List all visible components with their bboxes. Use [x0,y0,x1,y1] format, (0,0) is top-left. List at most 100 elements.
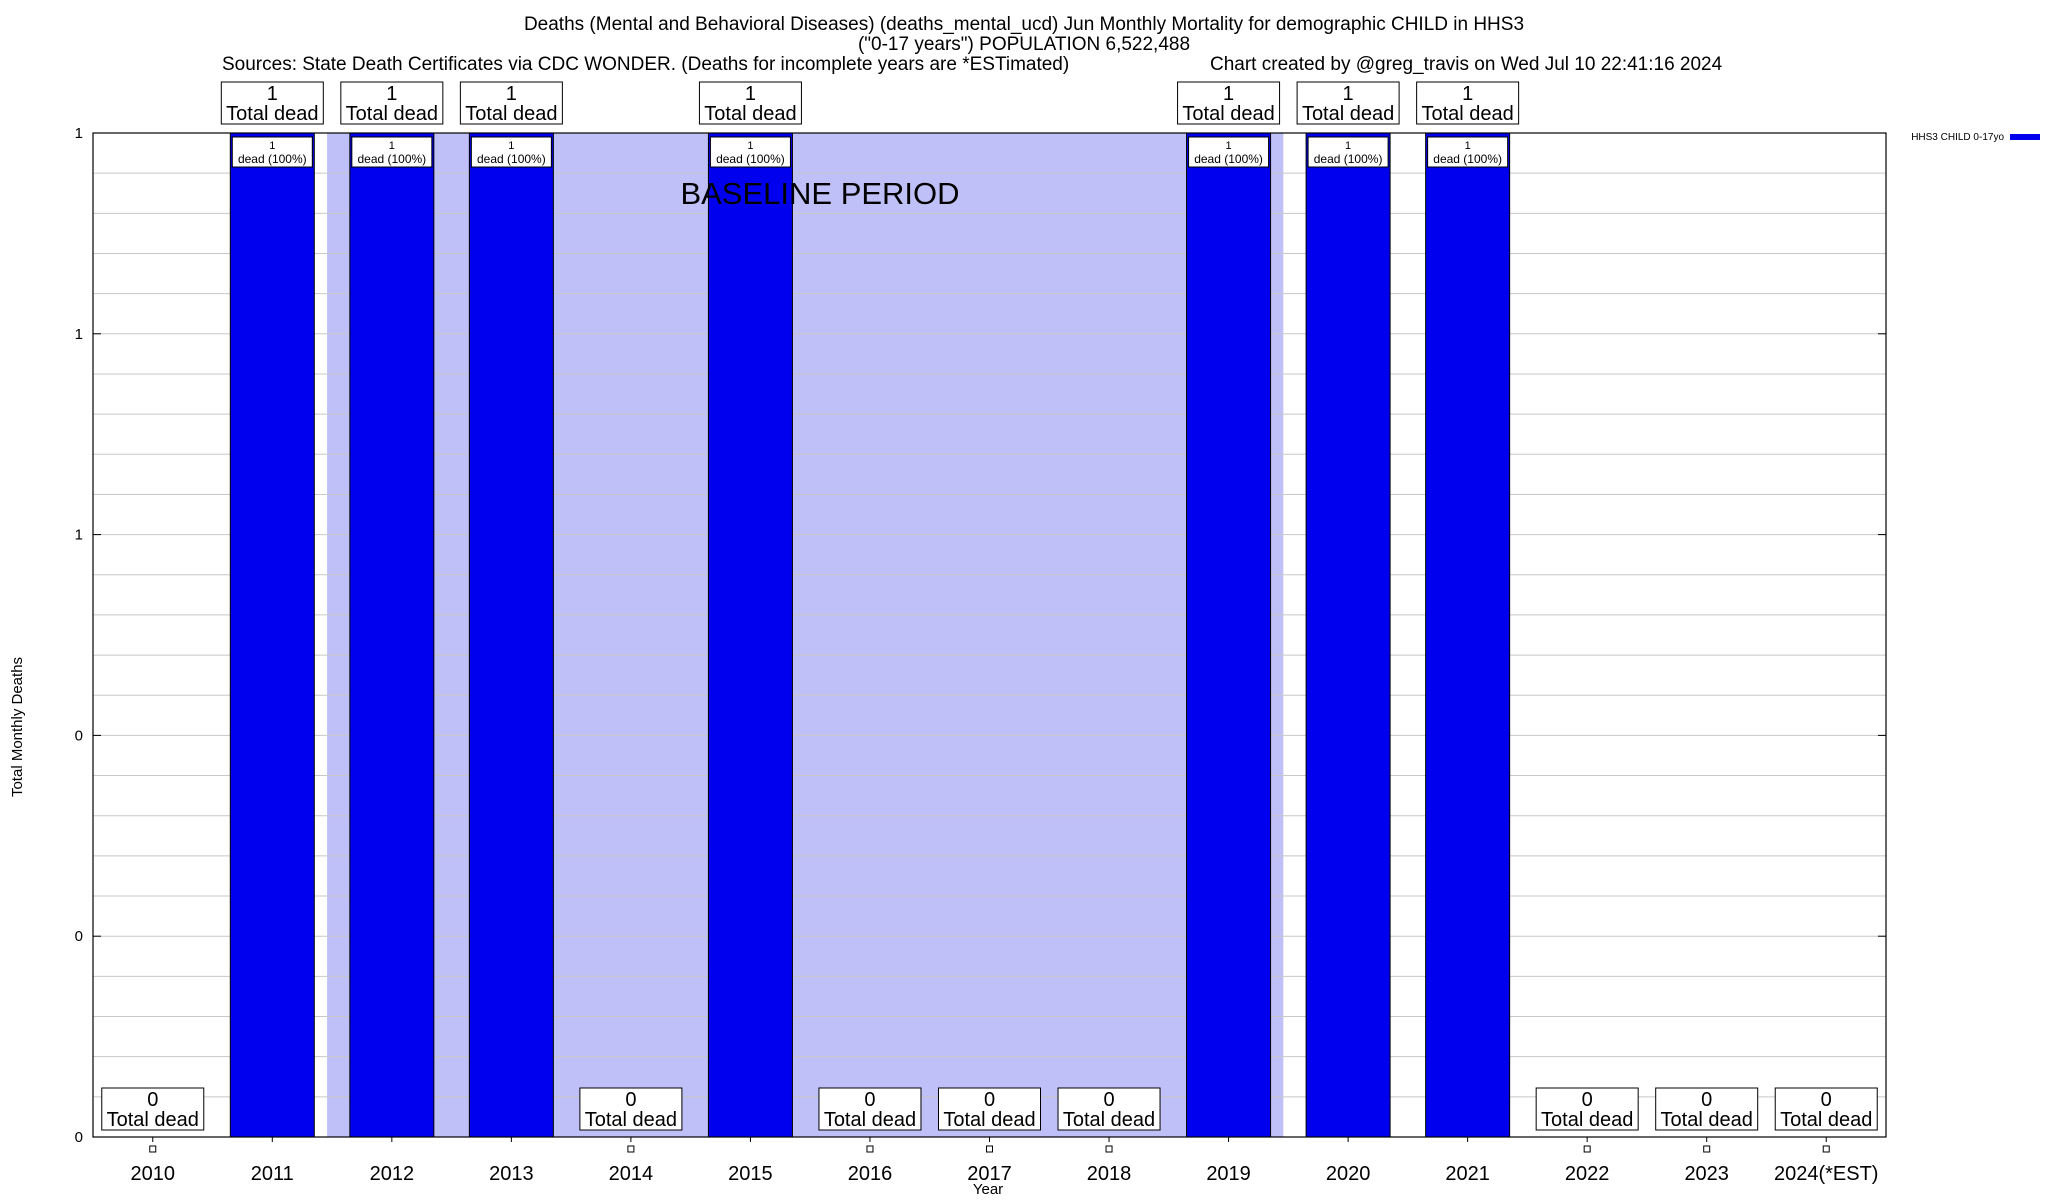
total-label-text: Total dead [1661,1109,1753,1131]
x-tick-label-2023: 2023 [1684,1163,1729,1185]
bar-2013 [468,132,554,1138]
x-tick-label-2022: 2022 [1565,1163,1610,1185]
total-label-count: 1 [506,83,517,105]
total-label-count: 0 [1821,1089,1832,1111]
total-label-text: Total dead [1182,103,1274,125]
total-label-text: Total dead [346,103,438,125]
x-tick-label-2015: 2015 [728,1163,773,1185]
zero-marker [1822,1145,1830,1153]
x-tick-label-2016: 2016 [848,1163,893,1185]
bar-2020 [1305,132,1391,1138]
total-label-box [1655,1087,1759,1131]
y-tick-label: 1 [75,125,83,142]
chart-title-line-1: Deaths (Mental and Behavioral Diseases) … [523,14,1525,35]
total-label-text: Total dead [1302,103,1394,125]
bar-label-text: dead (100%) [1314,152,1383,166]
legend-entry-label: HHS3 CHILD 0-17yo [1911,132,2004,143]
zero-marker [1105,1145,1113,1153]
bar-2011 [229,132,315,1138]
y-tick-label: 0 [75,928,83,945]
total-label-count: 0 [625,1089,636,1111]
x-tick-label-2010: 2010 [131,1163,176,1185]
total-label-count: 0 [1701,1089,1712,1111]
total-label-box [579,1087,683,1131]
bar-label-box [470,136,552,168]
zero-marker [1583,1145,1591,1153]
bar-label-box [1427,136,1509,168]
chart-subtitle-sources: Sources: State Death Certificates via CD… [222,54,1070,75]
total-label-count: 0 [864,1089,875,1111]
total-label-box [1535,1087,1639,1131]
total-label-text: Total dead [465,103,557,125]
total-label-count: 1 [267,83,278,105]
total-label-count: 0 [984,1089,995,1111]
x-tick-label-2019: 2019 [1206,1163,1251,1185]
y-tick-label: 1 [75,326,83,343]
bar-label-count: 1 [1226,140,1232,152]
bar-label-text: dead (100%) [357,152,426,166]
chart-legend: HHS3 CHILD 0-17yo [1911,132,2040,143]
total-label-count: 1 [386,83,397,105]
bar-label-count: 1 [747,140,753,152]
bar-label-text: dead (100%) [716,152,785,166]
total-label-count: 0 [1103,1089,1114,1111]
total-label-count: 0 [1582,1089,1593,1111]
x-tick-label-2012: 2012 [370,1163,415,1185]
y-tick-label: 0 [75,1129,83,1146]
bar-label-count: 1 [508,140,514,152]
zero-marker [866,1145,874,1153]
x-tick-label-2021: 2021 [1445,1163,1490,1185]
total-label-text: Total dead [943,1109,1035,1131]
total-label-text: Total dead [1541,1109,1633,1131]
total-label-count: 1 [1462,83,1473,105]
bar-label-text: dead (100%) [1433,152,1502,166]
total-label-text: Total dead [226,103,318,125]
total-label-box [938,1087,1041,1131]
total-label-box [1774,1087,1878,1131]
bar-label-count: 1 [389,140,395,152]
x-tick-label-2020: 2020 [1326,1163,1371,1185]
zero-marker [986,1145,993,1153]
y-tick-label: 0 [75,727,83,744]
total-label-box [220,81,324,125]
bar-label-box [1188,136,1270,168]
bar-2012 [349,132,435,1138]
total-label-box [101,1087,205,1131]
y-axis-label: Total Monthly Deaths [9,657,26,797]
x-tick-label-2011: 2011 [251,1163,294,1185]
chart-title-line-2: ("0-17 years") POPULATION 6,522,488 [857,34,1191,55]
x-tick-label-2017: 2017 [967,1163,1012,1185]
total-label-box [1177,81,1281,125]
chart-subtitle-credit: Chart created by @greg_travis on Wed Jul… [1210,54,1723,75]
x-tick-label-2014: 2014 [609,1163,654,1185]
bar-label-text: dead (100%) [1194,152,1263,166]
total-label-text: Total dead [824,1109,916,1131]
zero-marker [149,1145,157,1153]
total-label-text: Total dead [107,1109,199,1131]
bar-label-count: 1 [1345,140,1351,152]
total-label-count: 1 [1223,83,1234,105]
bar-label-text: dead (100%) [238,152,307,166]
total-label-text: Total dead [1063,1109,1155,1131]
bar-label-count: 1 [1465,140,1471,152]
total-label-text: Total dead [1421,103,1513,125]
